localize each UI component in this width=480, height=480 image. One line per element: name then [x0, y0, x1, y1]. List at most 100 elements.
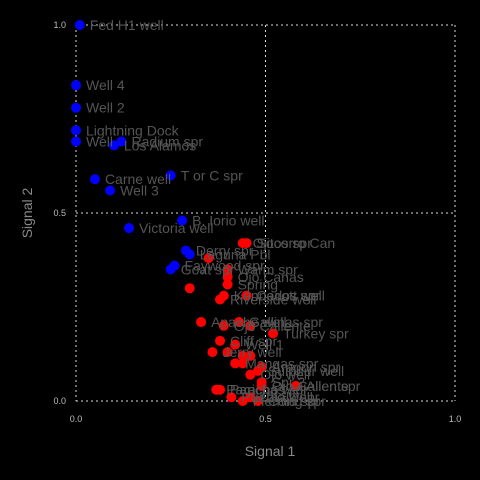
point-label: Cold spr	[268, 393, 320, 409]
data-point-red	[230, 358, 241, 369]
x-tick-label: 0.0	[70, 414, 83, 424]
data-point-red	[237, 358, 248, 369]
point-label: Riverside well	[230, 291, 316, 307]
point-label: Kennecott well	[234, 288, 325, 304]
data-point-red	[230, 339, 241, 350]
data-point-red	[237, 238, 248, 249]
point-label: Well 3	[120, 182, 159, 198]
data-point-red	[237, 350, 248, 361]
data-point-blue	[71, 125, 81, 136]
y-tick-label: 0.0	[53, 396, 66, 406]
data-point-red	[215, 384, 226, 395]
data-point-red	[203, 253, 214, 264]
point-label: Faywood spr	[185, 258, 265, 274]
data-point-blue	[169, 260, 180, 271]
point-label: Turkey spr	[283, 325, 349, 341]
point-label: Warm spr	[238, 261, 298, 277]
data-point-red	[256, 380, 267, 391]
data-point-blue	[71, 80, 81, 91]
data-point-blue	[89, 174, 100, 185]
point-label: Well 2	[86, 100, 125, 116]
point-label: Jerry well	[222, 344, 281, 360]
point-label: Ojo well	[260, 367, 310, 383]
point-label: Aragon spr	[272, 359, 341, 375]
data-point-blue	[116, 136, 127, 147]
point-label: Sulphur well	[268, 363, 344, 379]
data-point-red	[218, 290, 229, 301]
point-label: Well	[86, 134, 113, 150]
data-point-red	[222, 264, 233, 275]
data-point-red	[241, 290, 252, 301]
point-label: Allen spr	[306, 378, 361, 394]
point-label: Ojo Caliente	[234, 318, 311, 334]
axis-ticks: 0.0 0.0 0.5 0.5 1.0 1.0	[53, 20, 461, 424]
data-point-red	[226, 392, 237, 403]
data-point-blue	[184, 249, 195, 260]
point-label: Fed H1 well	[90, 17, 164, 33]
data-point-red	[218, 320, 229, 331]
y-tick-label: 1.0	[53, 20, 66, 30]
point-label: Socorro Can	[257, 235, 336, 251]
point-label: Chalk spr	[260, 389, 319, 405]
point-label: Apache well	[211, 314, 287, 330]
point-label: Well 1	[245, 337, 284, 353]
point-label: T or C spr	[181, 167, 243, 183]
grid	[75, 24, 456, 402]
point-label: Well 4	[86, 77, 125, 93]
data-point-blue	[108, 140, 119, 151]
data-point-red	[245, 320, 256, 331]
data-point-red	[237, 396, 248, 406]
data-point-blue	[177, 215, 188, 226]
point-label: Ojo Canas	[238, 269, 304, 285]
y-tick-label: 0.5	[53, 208, 66, 218]
point-label: B. Iorio well	[192, 213, 264, 229]
point-label: Mangas spr	[245, 355, 318, 371]
point-label: Cliff spr	[230, 333, 278, 349]
data-point-blue	[165, 170, 176, 181]
data-point-red	[233, 317, 244, 328]
point-label: Gallinas spr	[249, 314, 323, 330]
point-label: Parichas spr	[230, 382, 308, 398]
data-point-red	[245, 369, 256, 380]
data-point-red	[222, 279, 233, 290]
data-point-red	[245, 392, 256, 403]
point-label: Laguna Pbl	[200, 246, 271, 262]
data-point-red	[215, 335, 226, 346]
point-label: Spring	[238, 276, 278, 292]
data-point-blue	[105, 185, 116, 196]
point-label: Radium spr	[131, 134, 203, 150]
data-point-blue	[74, 20, 85, 30]
point-label: Victoria well	[139, 220, 213, 236]
data-point-red	[184, 283, 195, 294]
point-label: Fleming spr	[253, 393, 326, 409]
data-point-blue	[71, 102, 81, 113]
data-point-red	[268, 328, 279, 339]
point-label: Los Alamos	[124, 137, 196, 153]
y-axis-title: Signal 2	[19, 187, 35, 238]
data-point-red	[290, 380, 301, 391]
data-point-red	[252, 365, 263, 376]
point-label: Goat spr	[181, 261, 235, 277]
x-tick-label: 1.0	[449, 414, 462, 424]
data-point-red	[222, 271, 233, 282]
point-label: Pueblo well	[241, 389, 313, 405]
data-point-red	[252, 396, 263, 406]
point-label: Spr 2	[272, 374, 306, 390]
point-label: Ojitos spr	[253, 235, 312, 251]
point-label: Carne well	[105, 171, 171, 187]
point-label: Derry spr	[196, 243, 254, 259]
data-point-red	[207, 347, 218, 358]
data-point-blue	[124, 223, 135, 234]
point-label: Paracho well	[226, 382, 306, 398]
point-label: Lightning Dock	[86, 122, 180, 138]
point-label: Carlos spr	[257, 288, 321, 304]
data-points	[71, 20, 301, 406]
data-point-red	[196, 317, 207, 328]
x-tick-label: 0.5	[259, 414, 272, 424]
x-axis-title: Signal 1	[245, 443, 296, 459]
point-label: Ojo Caliente	[272, 378, 349, 394]
data-point-blue	[71, 136, 81, 147]
data-point-red	[245, 350, 256, 361]
